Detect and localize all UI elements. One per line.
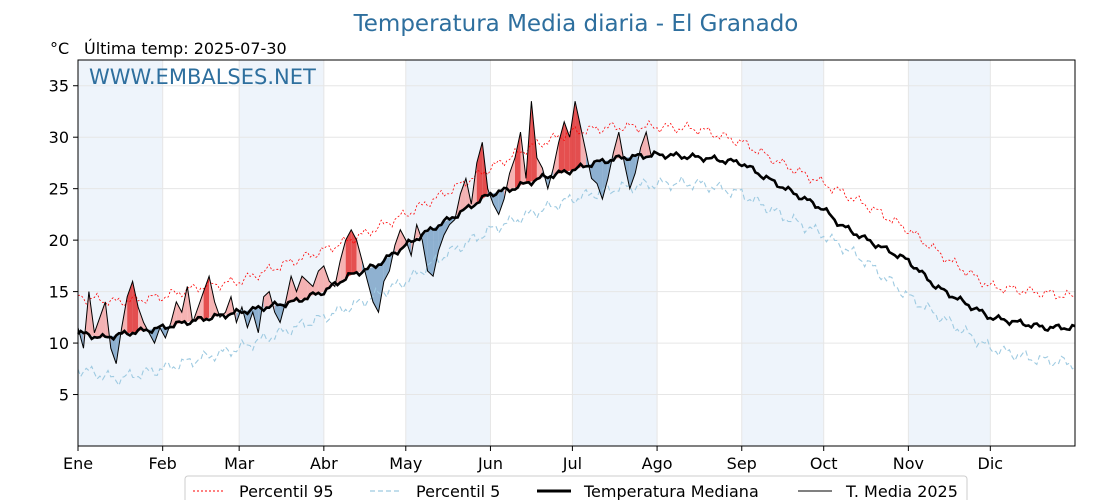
- y-tick-label: 30: [49, 128, 69, 147]
- anomaly-fill-above: [203, 276, 210, 319]
- y-tick-label: 5: [59, 386, 69, 405]
- anomaly-fill-below: [274, 304, 281, 323]
- anomaly-fill-above: [356, 240, 363, 274]
- plot-frame: [77, 59, 1076, 447]
- series-line-p5: [77, 175, 1076, 387]
- anomaly-fill-above: [640, 132, 647, 157]
- legend-label-current: T. Media 2025: [845, 482, 958, 500]
- anomaly-fill-below: [383, 256, 390, 282]
- legend-label-median: Temperatura Mediana: [583, 482, 759, 500]
- anomaly-fill-above: [558, 121, 565, 174]
- month-band: [78, 60, 163, 446]
- anomaly-fill-below: [433, 225, 439, 277]
- x-tick-label: Sep: [727, 454, 757, 473]
- x-tick-label: May: [389, 454, 422, 473]
- anomaly-fill-below: [597, 161, 603, 199]
- anomaly-fill-below: [493, 191, 499, 215]
- series-line-2025: [77, 101, 653, 364]
- legend: Percentil 95 Percentil 5 Temperatura Med…: [184, 475, 968, 500]
- month-band: [239, 60, 324, 446]
- anomaly-fill-above: [509, 157, 515, 190]
- anomaly-fill-above: [318, 265, 324, 294]
- legend-label-p5: Percentil 5: [416, 482, 500, 500]
- month-bands: [78, 60, 991, 446]
- anomaly-fill-above: [400, 229, 406, 249]
- anomaly-fill-above: [291, 276, 297, 303]
- chart-title: Temperatura Media diaria - El Granado: [353, 11, 799, 37]
- last-temp-label: Última temp: 2025-07-30: [84, 39, 287, 58]
- series-lines: [77, 101, 1076, 387]
- anomaly-fill-above: [394, 229, 401, 253]
- x-tick-label: Feb: [149, 454, 177, 473]
- anomaly-fill-above: [569, 101, 576, 171]
- month-band: [741, 60, 824, 446]
- anomaly-fill-above: [351, 229, 357, 276]
- x-axis: Ene Feb Mar Abr May Jun Jul Ago Sep Oct Nov Dic: [63, 446, 1003, 473]
- anomaly-fill-above: [575, 101, 581, 170]
- anomaly-fill-below: [362, 260, 368, 282]
- series-line-p95: [77, 120, 1076, 307]
- anomaly-fill-below: [427, 228, 434, 277]
- anomaly-fill-below: [378, 260, 384, 313]
- anomaly-fill-above: [312, 271, 319, 296]
- anomaly-fill-above: [531, 101, 537, 182]
- anomaly-fill-above: [340, 240, 346, 282]
- anomaly-fill-above: [515, 132, 521, 188]
- series-line-median: [77, 149, 1076, 342]
- anomaly-fill-above: [198, 291, 204, 320]
- anomaly-fill-above: [209, 276, 215, 318]
- x-tick-label: Mar: [224, 454, 255, 473]
- y-axis: 5 10 15 20 25 30 35: [49, 77, 78, 405]
- anomaly-fill-above: [181, 286, 188, 324]
- anomaly-fill-below: [78, 327, 84, 349]
- x-tick-label: Nov: [893, 454, 924, 473]
- x-tick-label: Oct: [810, 454, 838, 473]
- anomaly-fills: [78, 101, 652, 364]
- legend-label-p95: Percentil 95: [239, 482, 334, 500]
- y-tick-label: 20: [49, 231, 69, 250]
- y-tick-label: 35: [49, 77, 69, 96]
- anomaly-fill-above: [138, 307, 144, 332]
- anomaly-fill-above: [296, 276, 302, 301]
- anomaly-fill-below: [438, 222, 444, 251]
- unit-label: °C: [50, 39, 69, 58]
- y-tick-label: 10: [49, 334, 69, 353]
- anomaly-fill-below: [498, 190, 505, 215]
- anomaly-fill-below: [591, 162, 597, 184]
- anomaly-fill-below: [367, 266, 373, 302]
- grid-lines: [77, 60, 1075, 446]
- x-tick-label: Ene: [63, 454, 93, 473]
- anomaly-fill-above: [323, 265, 330, 292]
- month-band: [908, 60, 991, 446]
- anomaly-fill-below: [629, 156, 636, 189]
- x-tick-label: Jul: [562, 454, 582, 473]
- month-band: [572, 60, 658, 446]
- anomaly-fill-above: [302, 276, 308, 300]
- anomaly-fill-below: [444, 219, 450, 235]
- x-tick-label: Abr: [310, 454, 338, 473]
- anomaly-fill-above: [345, 229, 352, 278]
- anomaly-fill-above: [460, 178, 466, 213]
- anomaly-fill-above: [176, 301, 182, 325]
- x-tick-label: Dic: [978, 454, 1004, 473]
- watermark: WWW.EMBALSES.NET: [89, 65, 316, 89]
- legend-box: [184, 475, 968, 500]
- y-tick-label: 15: [49, 283, 69, 302]
- anomaly-fill-above: [476, 142, 483, 203]
- anomaly-fill-above: [132, 281, 139, 333]
- x-tick-label: Jun: [477, 454, 503, 473]
- anomaly-fill-below: [110, 335, 117, 364]
- anomaly-fill-above: [580, 126, 587, 168]
- y-tick-label: 25: [49, 180, 69, 199]
- anomaly-fill-above: [99, 301, 106, 338]
- x-tick-label: Ago: [642, 454, 673, 473]
